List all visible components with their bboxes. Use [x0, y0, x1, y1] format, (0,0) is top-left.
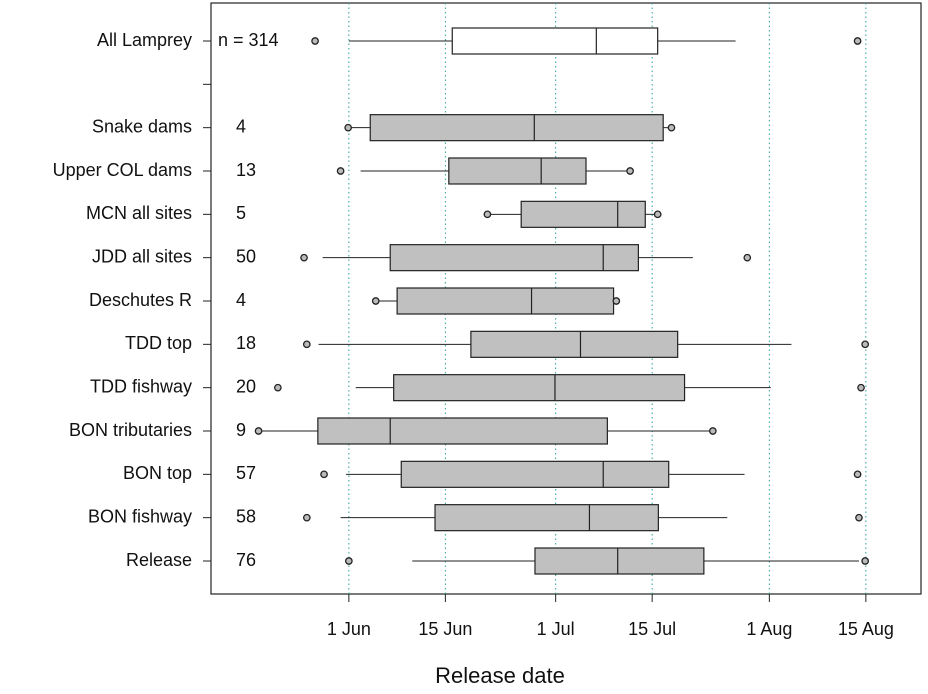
extreme-point — [861, 557, 870, 565]
extreme-point — [274, 383, 282, 392]
y-tick-label: Deschutes R — [89, 290, 192, 310]
count-label: n = 314 — [218, 30, 279, 50]
y-tick-label: TDD fishway — [90, 376, 192, 396]
extreme-point — [857, 383, 865, 392]
extreme-point — [743, 253, 752, 262]
extreme-point — [320, 470, 328, 479]
box — [389, 244, 639, 272]
extreme-point — [311, 37, 319, 45]
y-tick-label: Snake dams — [92, 116, 192, 136]
box — [400, 460, 670, 488]
count-label: 57 — [236, 463, 256, 483]
y-tick-label: JDD all sites — [92, 246, 192, 266]
count-label: 5 — [236, 203, 246, 223]
x-tick-label: 15 Aug — [838, 619, 894, 639]
extreme-point — [344, 123, 353, 132]
x-tick-label: 1 Aug — [746, 619, 792, 639]
box — [520, 200, 646, 228]
y-tick-label: Upper COL dams — [53, 160, 192, 180]
x-axis-label: Release date — [435, 663, 565, 688]
count-label: 18 — [236, 333, 256, 353]
x-tick-label: 15 Jul — [628, 619, 676, 639]
box — [534, 547, 705, 575]
extreme-point — [667, 123, 676, 132]
box — [317, 417, 608, 445]
count-label: 9 — [236, 420, 246, 440]
box — [448, 157, 587, 185]
y-tick-label: MCN all sites — [86, 203, 192, 223]
count-label: 4 — [236, 116, 246, 136]
plot-frame — [210, 2, 922, 595]
count-label: 13 — [236, 160, 256, 180]
x-tick-label: 1 Jun — [327, 619, 371, 639]
extreme-point — [302, 513, 311, 522]
y-tick-label: BON top — [123, 463, 192, 483]
box — [434, 504, 659, 532]
count-label: 76 — [236, 550, 256, 570]
y-tick-label: Release — [126, 550, 192, 570]
extreme-point — [483, 210, 492, 219]
extreme-point — [371, 297, 380, 305]
count-label: 20 — [236, 376, 256, 396]
extreme-point — [861, 340, 870, 349]
extreme-point — [302, 340, 311, 349]
extreme-point — [336, 167, 345, 175]
box — [369, 114, 664, 142]
extreme-point — [853, 470, 862, 479]
x-tick-label: 15 Jun — [418, 619, 472, 639]
box — [393, 374, 686, 402]
extreme-point — [855, 513, 863, 522]
extreme-point — [653, 210, 662, 219]
y-tick-label: BON tributaries — [69, 420, 192, 440]
count-label: 4 — [236, 290, 246, 310]
extreme-point — [300, 253, 308, 262]
extreme-point — [345, 557, 353, 565]
extreme-point — [254, 427, 263, 435]
y-tick-label: All Lamprey — [97, 30, 192, 50]
x-tick-label: 1 Jul — [537, 619, 575, 639]
box — [470, 330, 679, 358]
extreme-point — [708, 427, 717, 435]
y-tick-label: BON fishway — [88, 506, 192, 526]
extreme-point — [626, 167, 634, 175]
count-label: 58 — [236, 506, 256, 526]
box — [451, 27, 659, 55]
count-label: 50 — [236, 246, 256, 266]
extreme-point — [853, 37, 862, 45]
extreme-point — [612, 297, 621, 305]
box — [396, 287, 615, 315]
y-tick-label: TDD top — [125, 333, 192, 353]
